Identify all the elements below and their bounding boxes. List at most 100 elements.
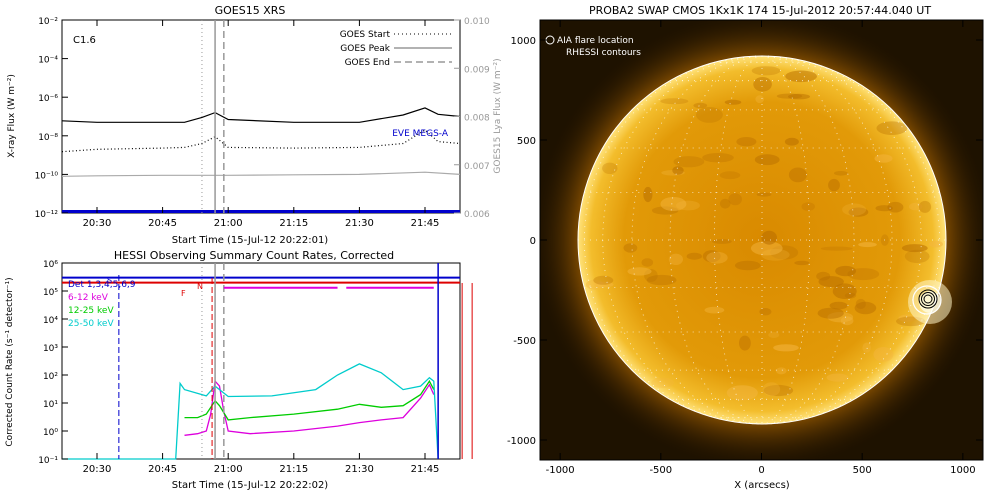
solar-feature: [704, 306, 725, 314]
solar-feature: [794, 260, 810, 266]
solar-feature: [686, 252, 702, 260]
solar-feature: [901, 244, 928, 253]
solar-feature: [672, 166, 684, 175]
solar-feature: [817, 307, 844, 319]
solar-feature: [644, 269, 658, 282]
solar-feature: [739, 335, 751, 351]
swap-y-tick-label: -1000: [507, 436, 536, 447]
legend-aia: AIA flare location: [557, 36, 634, 46]
hessi-y-tick-label: 10⁰: [43, 428, 58, 438]
hessi-y-tick-label: 10⁴: [43, 316, 58, 326]
solar-feature: [676, 200, 700, 211]
goes-series-group: [61, 20, 461, 213]
solar-feature: [627, 267, 652, 276]
solar-feature: [706, 251, 728, 264]
solar-feature: [641, 258, 654, 267]
swap-x-tick-label: -500: [649, 465, 672, 476]
swap-x-tick-label: 0: [758, 465, 764, 476]
swap-ticks-group: -1000 -500 0 500 1000 -1000 -500 0 500 1000: [507, 20, 983, 476]
hessi-x-tick-label: 20:30: [83, 464, 112, 475]
hessi-x-tick-label: 21:30: [345, 464, 374, 475]
solar-feature: [768, 332, 780, 338]
solar-feature: [773, 344, 799, 352]
goes-x-tick-label: 21:00: [214, 218, 243, 229]
goes-x-tick-label: 21:15: [279, 218, 308, 229]
solar-feature: [756, 192, 772, 197]
solar-feature: [750, 241, 783, 256]
swap-image: AIA flare location RHESSI contours: [540, 20, 983, 460]
goes-xrs-panel: GOES15 XRS 20:30 20:45 21:00 21:15 21:30 21:4…: [7, 4, 503, 246]
longitude-line: [761, 55, 855, 425]
swap-title: PROBA2 SWAP CMOS 1Kx1K 174 15-Jul-2012 2…: [589, 4, 931, 17]
hessi-ticks-group: 20:30 20:45 21:00 21:15 21:30 21:45 10⁻¹ 10⁰ 10¹…: [38, 260, 439, 475]
solar-feature: [820, 246, 853, 251]
goes-y-tick-label: 10⁻¹²: [35, 210, 59, 220]
legend-det: Det 1,3,4,5,6,9: [68, 280, 136, 290]
solar-feature: [854, 301, 877, 315]
solar-feature: [760, 248, 790, 261]
legend-6-12: 6-12 keV: [68, 293, 109, 303]
solar-feature: [828, 178, 840, 192]
hessi-y-tick-label: 10³: [43, 344, 58, 354]
solar-feature: [873, 347, 894, 362]
solar-feature: [887, 201, 904, 213]
flag-s: S: [107, 276, 112, 285]
goes-x-tick-label: 20:45: [148, 218, 177, 229]
solar-feature: [761, 230, 777, 245]
solar-feature: [660, 98, 689, 105]
hessi-series-1: [184, 379, 435, 421]
solar-feature: [929, 240, 943, 248]
flag-f: F: [181, 289, 186, 298]
longitude-line: [669, 55, 763, 425]
swap-y-tick-label: 0: [530, 236, 536, 247]
solar-feature: [904, 249, 930, 263]
legend-25-50: 25-50 keV: [68, 319, 114, 329]
solar-feature: [693, 102, 708, 109]
hessi-x-tick-label: 21:15: [279, 464, 308, 475]
solar-feature: [842, 203, 867, 216]
hessi-panel: HESSI Observing Summary Count Rates, Cor…: [5, 249, 473, 491]
solar-feature: [909, 202, 923, 211]
eve-megs-annotation: EVE MEGS-A: [392, 129, 449, 139]
solar-feature: [754, 154, 780, 166]
goes-x-tick-label: 21:30: [345, 218, 374, 229]
goes-y2-tick-label: 0.007: [464, 162, 490, 172]
rhessi-contours: [918, 289, 938, 309]
solar-feature: [726, 385, 758, 401]
hessi-y-tick-label: 10⁵: [43, 288, 58, 298]
solar-feature: [876, 121, 908, 135]
solar-feature: [827, 312, 854, 323]
solar-feature: [594, 281, 614, 288]
solar-feature: [719, 198, 731, 209]
legend-rhessi: RHESSI contours: [566, 48, 641, 58]
heliographic-grid: [578, 55, 946, 425]
solar-feature: [855, 298, 866, 310]
solar-feature: [918, 200, 932, 213]
solar-feature: [673, 156, 705, 168]
solar-feature: [762, 382, 781, 397]
solar-feature: [826, 373, 849, 382]
hessi-title: HESSI Observing Summary Count Rates, Cor…: [114, 249, 394, 262]
solar-texture: [585, 66, 943, 401]
swap-x-tick-label: 1000: [950, 465, 975, 476]
goes-y2-tick-label: 0.010: [464, 17, 490, 27]
goes-series-1: [61, 129, 461, 153]
swap-y-tick-label: 1000: [511, 36, 536, 47]
solar-feature: [829, 301, 848, 310]
goes-y-tick-label: 10⁻¹⁰: [35, 171, 59, 181]
solar-feature: [788, 167, 807, 183]
goes-y-tick-label: 10⁻²: [38, 17, 58, 27]
goes-x-axis-label: Start Time (15-Jul-12 20:22:01): [172, 235, 329, 246]
solar-feature: [696, 107, 723, 123]
hessi-x-tick-label: 21:45: [411, 464, 440, 475]
hessi-series-group: [62, 263, 473, 460]
goes-y-axis-label: X-ray Flux (W m⁻²): [7, 74, 17, 158]
goes-series-2: [61, 171, 461, 177]
flag-n: N: [197, 282, 203, 291]
swap-x-axis-label: X (arcsecs): [734, 480, 790, 491]
goes-y2-axis-label: GOES15 Lya Flux (W m⁻²): [493, 58, 503, 173]
solar-feature: [835, 265, 856, 277]
solar-feature: [646, 274, 677, 286]
